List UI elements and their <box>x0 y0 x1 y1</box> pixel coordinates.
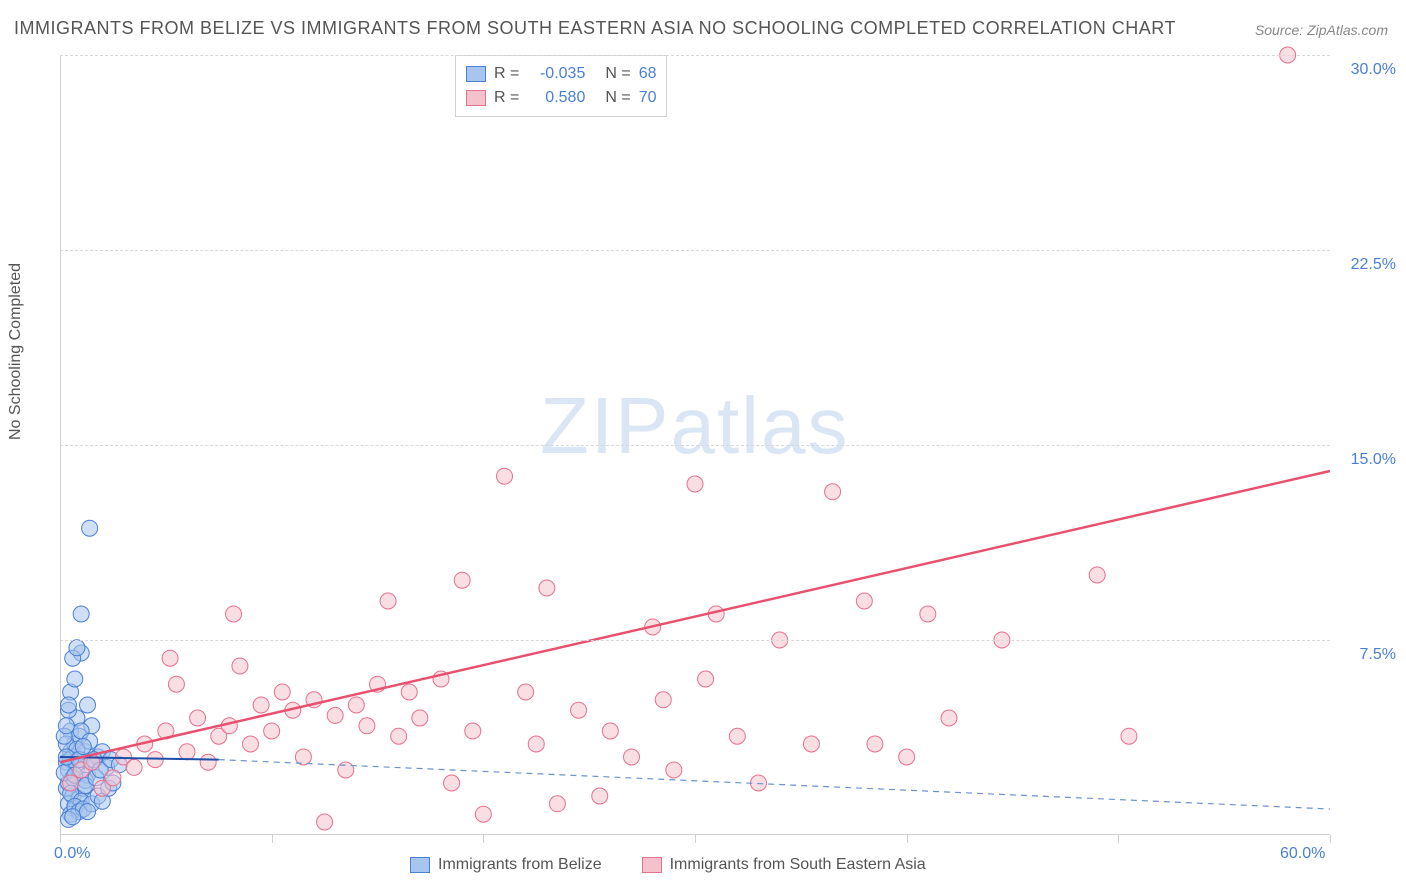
y-tick-label: 30.0% <box>1351 61 1396 79</box>
r-label-1: R = <box>494 86 519 110</box>
legend-label-belize: Immigrants from Belize <box>438 856 602 874</box>
gridline-h <box>60 640 1330 641</box>
source-attribution: Source: ZipAtlas.com <box>1255 22 1388 38</box>
x-tick-mark <box>483 835 484 843</box>
legend-row-sea: R = 0.580 N = 70 <box>466 86 656 110</box>
y-tick-label: 22.5% <box>1351 256 1396 274</box>
x-tick-mark <box>60 835 61 843</box>
r-value-0: -0.035 <box>527 62 585 86</box>
n-label-1: N = <box>605 86 630 110</box>
y-tick-label: 15.0% <box>1351 451 1396 469</box>
legend-correlation-box: R = -0.035 N = 68 R = 0.580 N = 70 <box>455 55 667 117</box>
gridline-h <box>60 445 1330 446</box>
legend-row-belize: R = -0.035 N = 68 <box>466 62 656 86</box>
gridline-h <box>60 55 1330 56</box>
y-tick-label: 7.5% <box>1360 646 1396 664</box>
r-value-1: 0.580 <box>527 86 585 110</box>
x-tick-mark <box>272 835 273 843</box>
x-tick-mark <box>1330 835 1331 843</box>
n-value-1: 70 <box>639 86 657 110</box>
n-label-0: N = <box>605 62 630 86</box>
legend-swatch-belize <box>466 66 486 82</box>
y-axis-label: No Schooling Completed <box>7 263 25 440</box>
x-tick-mark <box>907 835 908 843</box>
legend-item-sea: Immigrants from South Eastern Asia <box>642 856 926 874</box>
x-tick-mark <box>1118 835 1119 843</box>
legend-series-box: Immigrants from Belize Immigrants from S… <box>410 856 956 874</box>
x-tick-label: 0.0% <box>54 845 90 863</box>
n-value-0: 68 <box>639 62 657 86</box>
x-tick-mark <box>695 835 696 843</box>
chart-title: IMMIGRANTS FROM BELIZE VS IMMIGRANTS FRO… <box>14 18 1176 39</box>
legend-swatch-sea-2 <box>642 857 662 873</box>
r-label-0: R = <box>494 62 519 86</box>
gridline-h <box>60 250 1330 251</box>
legend-label-sea: Immigrants from South Eastern Asia <box>670 856 926 874</box>
legend-swatch-belize-2 <box>410 857 430 873</box>
legend-swatch-sea <box>466 90 486 106</box>
x-tick-label: 60.0% <box>1280 845 1325 863</box>
legend-item-belize: Immigrants from Belize <box>410 856 602 874</box>
